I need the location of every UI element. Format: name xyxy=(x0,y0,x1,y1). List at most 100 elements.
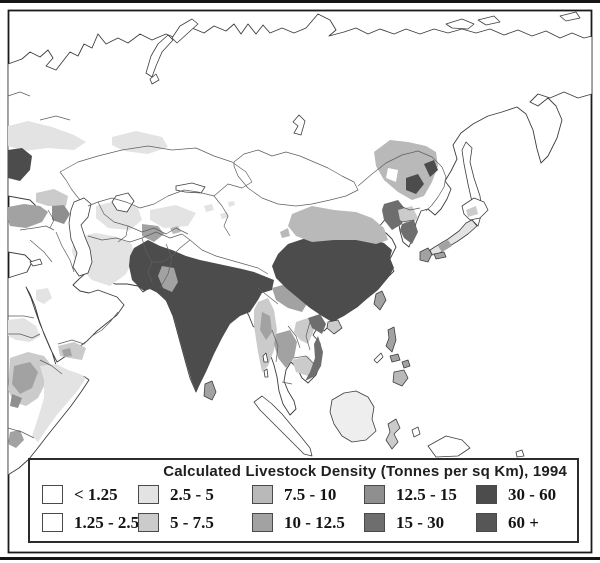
region-vietnam-north xyxy=(308,314,326,334)
region-north-kazakh-rus xyxy=(112,131,168,154)
country-borders xyxy=(7,91,447,439)
sulawesi xyxy=(385,418,401,450)
legend-item-label: 30 - 60 xyxy=(508,484,557,504)
taiwan xyxy=(373,290,387,311)
region-armenia-azerbaijan xyxy=(52,205,70,224)
page-edge-bottom xyxy=(0,557,600,560)
new-siberian-islands-2 xyxy=(477,15,501,26)
shikoku xyxy=(433,251,447,260)
region-north-china-speck xyxy=(280,228,290,238)
novaya-zemlya-south xyxy=(145,34,174,78)
honshu-patch xyxy=(438,240,452,252)
legend-item-label: 10 - 12.5 xyxy=(284,512,345,532)
region-turkey xyxy=(8,204,48,228)
border-himalaya xyxy=(189,239,269,275)
caspian-sea xyxy=(68,197,93,277)
region-manchuria-hotspot-1 xyxy=(406,174,424,194)
legend-swatch xyxy=(364,513,385,532)
legend-swatch xyxy=(42,513,63,532)
sri-lanka xyxy=(203,380,217,401)
mindanao xyxy=(392,369,409,387)
region-sudan-eritrea xyxy=(8,318,40,342)
aral-sea xyxy=(111,192,135,213)
border-turkey-levant-iraq xyxy=(19,209,75,273)
hainan xyxy=(326,319,343,335)
legend-swatch xyxy=(252,485,273,504)
cyprus xyxy=(29,258,43,267)
region-thailand xyxy=(274,330,297,368)
border-mongolia xyxy=(233,149,359,207)
region-xinjiang-speck-1 xyxy=(204,204,214,212)
region-eastern-china xyxy=(272,236,394,322)
region-northwest-india xyxy=(158,266,178,292)
hokkaido-patch xyxy=(466,206,478,217)
region-hebei-liaoning xyxy=(382,200,406,230)
small-island-speck xyxy=(515,449,525,458)
legend-item-label: 12.5 - 15 xyxy=(396,484,457,504)
palawan xyxy=(373,352,384,364)
region-kyrgyz-tajik xyxy=(150,205,196,228)
region-somalia xyxy=(32,364,86,442)
region-yemen-spot xyxy=(62,348,72,357)
region-cambodia xyxy=(292,356,316,376)
legend-item-label: 2.5 - 5 xyxy=(170,484,214,504)
legend-swatch xyxy=(364,485,385,504)
legend-item: 60 + xyxy=(476,509,577,536)
region-caucasus-left-edge xyxy=(8,148,32,181)
region-north-china-band xyxy=(288,206,388,244)
region-assam-arm xyxy=(256,276,274,293)
vaygach-island xyxy=(149,73,160,85)
legend-item-label: 1.25 - 2.5 xyxy=(74,512,140,532)
legend-item: 1.25 - 2.5 xyxy=(42,509,140,536)
region-yunnan xyxy=(272,284,308,312)
legend-item: 7.5 - 10 xyxy=(252,481,364,508)
region-manchuria-hotspot-2 xyxy=(424,160,438,177)
legend-grid: < 1.25 1.25 - 2.5 2.5 - 5 5 - 7.5 7.5 - 10 10… xyxy=(30,481,577,536)
legend-swatch xyxy=(476,485,497,504)
lake-baikal xyxy=(292,114,306,136)
region-turkmen-uzbek xyxy=(96,200,142,230)
legend-swatch xyxy=(138,485,159,504)
legend-title: Calculated Livestock Density (Tonnes per… xyxy=(163,463,567,480)
legend: Calculated Livestock Density (Tonnes per… xyxy=(28,458,579,543)
region-myanmar-core xyxy=(260,312,272,340)
border-northwest-russia xyxy=(7,91,71,121)
wrangel-island xyxy=(559,11,581,22)
region-western-russia xyxy=(8,121,86,151)
page-edge-top xyxy=(0,0,600,3)
region-arabia-west-speck xyxy=(36,288,52,304)
legend-item-label: 60 + xyxy=(508,512,539,532)
legend-item: 15 - 30 xyxy=(364,509,476,536)
legend-item-label: < 1.25 xyxy=(74,484,118,504)
border-arabia xyxy=(57,311,119,345)
halmahera xyxy=(411,426,421,438)
legend-item: 30 - 60 xyxy=(476,481,577,508)
density-regions xyxy=(8,121,438,448)
legend-item: 5 - 7.5 xyxy=(138,509,252,536)
andaman-2 xyxy=(263,368,269,378)
border-korea xyxy=(399,205,421,223)
lakes xyxy=(68,114,306,277)
legend-item-label: 5 - 7.5 xyxy=(170,512,214,532)
legend-swatch xyxy=(476,513,497,532)
new-siberian-islands-1 xyxy=(445,18,475,30)
legend-swatch xyxy=(42,485,63,504)
region-xinjiang-speck-3 xyxy=(228,201,235,207)
region-manchuria-gap xyxy=(386,168,398,182)
visayas-2 xyxy=(401,359,411,369)
kyushu xyxy=(419,247,433,263)
sumatra xyxy=(253,395,313,457)
border-southeast-asia xyxy=(257,287,315,385)
region-ethiopia-dark-spot xyxy=(10,394,22,408)
andaman-1 xyxy=(262,352,269,363)
legend-item: 12.5 - 15 xyxy=(364,481,476,508)
border-northeast-africa xyxy=(7,315,63,439)
border-xinjiang xyxy=(213,195,231,237)
region-vietnam-coast xyxy=(305,336,323,381)
islands xyxy=(29,11,581,458)
novaya-zemlya-north xyxy=(171,18,199,44)
visayas-1 xyxy=(389,353,401,363)
legend-item-label: 7.5 - 10 xyxy=(284,484,337,504)
